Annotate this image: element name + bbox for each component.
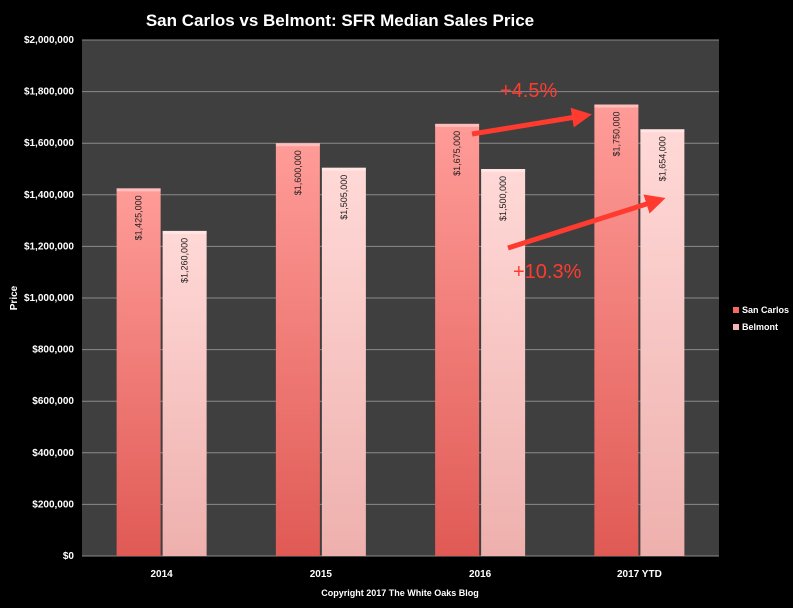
x-axis-tick-labels: 2014 2015 2016 2017 YTD	[151, 569, 662, 580]
data-label-san-carlos: $1,425,000	[134, 195, 144, 240]
bar-belmont	[640, 129, 685, 556]
legend: San Carlos Belmont	[733, 305, 789, 332]
bar-top-highlight	[640, 129, 685, 133]
legend-label-san-carlos: San Carlos	[742, 305, 789, 315]
x-tick-label: 2016	[469, 569, 492, 580]
legend-label-belmont: Belmont	[742, 322, 778, 332]
legend-swatch-san-carlos	[733, 307, 739, 313]
x-tick-label: 2017 YTD	[617, 569, 662, 580]
y-tick-label: $1,000,000	[24, 293, 74, 304]
bar-top-highlight	[435, 123, 480, 127]
data-label-san-carlos: $1,675,000	[452, 131, 462, 176]
data-label-belmont: $1,654,000	[657, 136, 667, 181]
bar-top-highlight	[481, 169, 526, 172]
data-label-belmont: $1,260,000	[180, 238, 190, 283]
legend-swatch-belmont	[733, 324, 739, 330]
annotations: +4.5% +10.3%	[471, 80, 666, 283]
data-label-san-carlos: $1,750,000	[611, 112, 621, 157]
chart-title: San Carlos vs Belmont: SFR Median Sales …	[146, 11, 534, 30]
y-tick-label: $1,600,000	[24, 138, 74, 149]
copyright-footer: Copyright 2017 The White Oaks Blog	[321, 588, 479, 598]
y-tick-label: $600,000	[32, 396, 74, 407]
y-tick-label: $400,000	[32, 448, 74, 459]
bar-belmont	[162, 230, 207, 557]
data-label-belmont: $1,500,000	[498, 176, 508, 221]
x-tick-label: 2015	[310, 569, 333, 580]
bar-san-carlos	[435, 123, 480, 556]
y-tick-label: $800,000	[32, 345, 74, 356]
bar-top-highlight	[275, 143, 320, 147]
y-tick-label: $1,200,000	[24, 241, 74, 252]
annotation-san-carlos-growth: +4.5%	[500, 80, 557, 102]
bar-top-highlight	[321, 167, 366, 171]
bar-top-highlight	[162, 230, 207, 234]
bar-san-carlos	[594, 104, 639, 556]
y-tick-label: $1,800,000	[24, 87, 74, 98]
bar-belmont	[321, 167, 366, 556]
y-tick-label: $0	[63, 551, 75, 562]
data-label-san-carlos: $1,600,000	[293, 150, 303, 195]
bar-san-carlos	[275, 143, 320, 556]
y-axis-tick-labels: $0 $200,000 $400,000 $600,000 $800,000 $1,000…	[24, 35, 74, 562]
x-tick-label: 2014	[151, 569, 174, 580]
annotation-belmont-growth: +10.3%	[513, 261, 582, 283]
bar-san-carlos	[116, 188, 161, 556]
y-axis-title: Price	[9, 285, 20, 310]
bar-top-highlight	[116, 188, 161, 192]
arrow-san-carlos-growth	[471, 107, 592, 137]
bar-top-highlight	[594, 104, 639, 108]
arrow-belmont-growth	[507, 194, 666, 251]
y-tick-label: $2,000,000	[24, 35, 74, 46]
data-label-belmont: $1,505,000	[339, 175, 349, 220]
bar-belmont	[481, 169, 526, 556]
y-tick-label: $1,400,000	[24, 190, 74, 201]
y-tick-label: $200,000	[32, 499, 74, 510]
